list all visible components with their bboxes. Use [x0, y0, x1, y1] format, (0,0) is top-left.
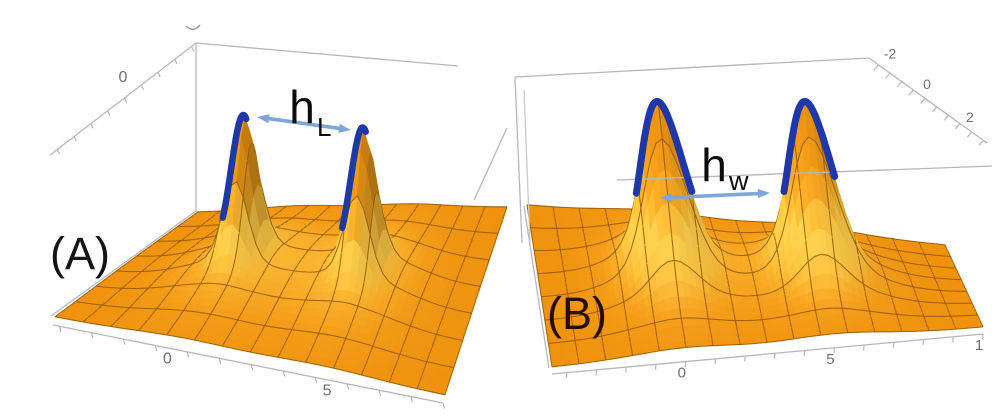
axis-tick [978, 140, 984, 146]
axis-tick [186, 351, 190, 358]
axes-B: -2 0 2 0 5 1 [514, 46, 993, 382]
axis-tick [56, 149, 61, 155]
ridge-highlight-curve [338, 124, 369, 232]
axis-tick [90, 332, 94, 339]
axis-tick [885, 72, 891, 79]
axis-tick [595, 369, 598, 376]
axis-tick [625, 367, 627, 373]
axis-tick-label: 5 [826, 351, 834, 368]
y-axis-right: -2 0 2 [868, 46, 988, 146]
axis-tick-label: 5 [323, 382, 332, 399]
panel-label-B: (B) [547, 288, 607, 339]
box-edge-top [514, 57, 870, 78]
floor-edge-left [50, 210, 197, 317]
axis-tick [157, 71, 161, 78]
axis-tick [378, 390, 382, 396]
axis-tick [773, 353, 776, 359]
axis-tick [922, 339, 925, 346]
axis-tick [833, 347, 835, 354]
axis-tick [346, 383, 350, 390]
axis-tick [58, 326, 62, 332]
axes-A: 005 [49, 24, 508, 409]
axis-tick [107, 110, 111, 116]
axis-tick [863, 344, 865, 351]
box-edge-right-back [473, 127, 508, 201]
box-edge-top [195, 42, 459, 67]
floor-edge-left [523, 205, 550, 369]
axis-tick [123, 97, 128, 103]
axis-tick [174, 58, 178, 65]
axis-tick [565, 372, 568, 379]
annotation-subscript: L [317, 112, 331, 142]
panel-label-A: (A) [50, 228, 110, 279]
panel-B: -2 0 2 0 5 1 h w (B) [514, 46, 993, 382]
axis-tick [654, 364, 657, 370]
annotation-text: h [701, 139, 727, 191]
measure-arrow [257, 114, 351, 133]
axis-tick [803, 350, 806, 357]
axes-under-B [523, 205, 550, 369]
axis-tick [90, 123, 94, 129]
axis-tick [892, 342, 895, 348]
box-edge-left-vertical-2 [523, 89, 531, 243]
axis-tick [191, 46, 195, 52]
x-axis-B: 0 5 1 [551, 333, 984, 382]
measure-arrow [660, 188, 770, 203]
axis-tick-label: 0 [163, 351, 172, 368]
axis-tick [250, 364, 254, 371]
axis-tick [314, 377, 318, 384]
box-edge-left-vertical [514, 76, 523, 244]
axis-tick [966, 131, 973, 138]
axis-tick [955, 123, 961, 130]
axis-tick [920, 98, 926, 104]
axis-tick-label: -2 [884, 46, 897, 62]
axis-tick [154, 345, 158, 352]
ridge-highlight-curve [780, 98, 839, 195]
axis-tick [896, 81, 903, 88]
surface-A [54, 117, 508, 396]
axis-tick [684, 361, 687, 368]
axis-tick [981, 333, 984, 340]
partial-axis-glyph [185, 24, 201, 30]
axis-tick [714, 358, 717, 365]
axis-tick [410, 396, 414, 403]
axis-tick [140, 84, 145, 91]
ridge-highlight-curve [632, 97, 696, 197]
axis-tick [931, 106, 938, 113]
axis-tick [943, 114, 949, 121]
x-axis-A: 05 [52, 324, 446, 409]
axis-tick-label: 1 [975, 337, 983, 354]
y-axis-upper-left: 0 [49, 42, 197, 156]
axis-tick-label: 0 [678, 365, 686, 382]
ridge-highlight-curve [219, 111, 250, 221]
axis-tick-label: 2 [966, 109, 974, 125]
axis-tick [873, 64, 879, 71]
axis-tick [744, 356, 746, 362]
back-wall-bottom-edge [616, 165, 993, 181]
axis-tick [952, 336, 954, 343]
axes-under-A [50, 210, 197, 317]
surface-B [526, 101, 984, 368]
axis-tick [218, 358, 222, 364]
annotation-text: h [289, 81, 315, 133]
axis-tick [73, 136, 77, 142]
axis-tick [282, 370, 286, 377]
axis-tick [122, 338, 126, 345]
axis-tick-label: 0 [119, 69, 128, 86]
axis-tick [908, 89, 914, 96]
axis-tick-label: 0 [923, 76, 931, 92]
axis-tick [442, 402, 446, 409]
annotation-subscript: w [728, 166, 749, 196]
